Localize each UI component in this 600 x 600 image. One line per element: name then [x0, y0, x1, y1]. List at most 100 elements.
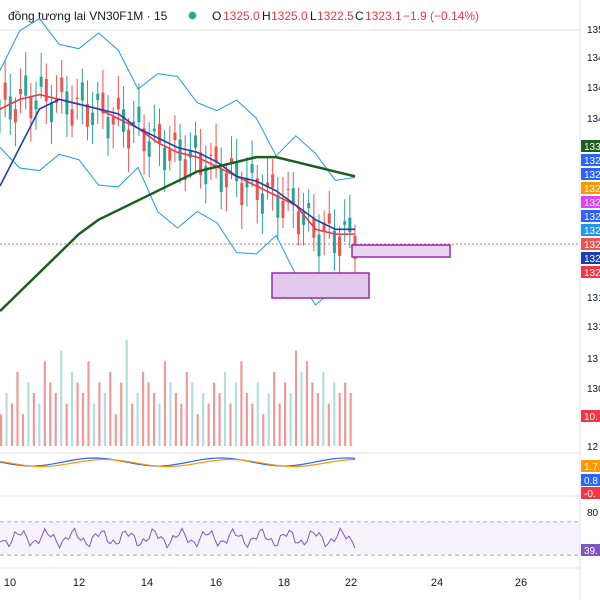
- candle-body: [157, 124, 161, 143]
- candle-body: [348, 217, 352, 233]
- candle-body: [214, 146, 218, 163]
- volume-bar: [142, 371, 145, 446]
- price-tick-label: 13: [587, 354, 599, 365]
- candle-body: [332, 230, 336, 254]
- zone-box-upper[interactable]: [351, 244, 451, 258]
- candle-body: [327, 213, 331, 224]
- volume-bar: [43, 361, 46, 446]
- volume-bar: [234, 382, 238, 446]
- volume-bar: [278, 403, 281, 446]
- time-tick-label: 22: [345, 577, 357, 589]
- moving-average-ma-mid: [0, 98, 355, 231]
- candle-body: [85, 103, 89, 127]
- candle-body: [132, 121, 136, 125]
- candle-body: [199, 152, 203, 176]
- macd-tag: [581, 460, 600, 472]
- candle-body: [142, 128, 146, 152]
- volume-bar: [311, 382, 314, 446]
- volume-bar: [213, 382, 216, 446]
- price-tag-text: 132: [584, 226, 600, 237]
- candle-body: [65, 91, 69, 115]
- candle-body: [111, 116, 115, 125]
- candle-body: [271, 174, 275, 188]
- candle-body: [3, 82, 7, 100]
- volume-bar: [349, 393, 352, 446]
- volume-tag: [581, 410, 600, 422]
- volume-bar: [180, 403, 183, 446]
- price-tag: [581, 168, 600, 180]
- price-tag: [581, 266, 600, 278]
- volume-bar: [245, 393, 248, 446]
- close-value: 1323.1: [365, 9, 402, 23]
- volume-bar: [76, 382, 79, 446]
- volume-bar: [10, 403, 14, 446]
- candle-body: [224, 172, 228, 188]
- volume-bar: [87, 361, 90, 446]
- candle-body: [194, 135, 198, 148]
- zone-box-lower[interactable]: [271, 272, 370, 299]
- price-tag: [581, 154, 600, 166]
- volume-bar: [333, 382, 336, 446]
- candle-body: [101, 92, 105, 114]
- volume-bar: [322, 371, 325, 446]
- macd-indicator: [0, 457, 356, 468]
- candle-body: [13, 109, 17, 123]
- volume-bar: [185, 371, 188, 446]
- candle-body: [44, 79, 48, 102]
- volume-bar: [152, 393, 156, 446]
- volume-bar: [131, 403, 134, 446]
- candle-body: [80, 82, 84, 101]
- candle-body: [281, 200, 285, 219]
- candle-body: [266, 182, 270, 188]
- candle-body: [260, 193, 264, 214]
- volume-bar: [305, 361, 309, 446]
- macd-tag-text: 0.8: [584, 476, 598, 487]
- candle-body: [91, 112, 95, 125]
- price-tag-text: 132: [584, 254, 600, 265]
- candle-body: [338, 236, 342, 256]
- price-tag: [581, 182, 600, 194]
- price-tick-label: 135: [587, 25, 600, 36]
- candle-body: [60, 77, 64, 92]
- price-tag: [581, 238, 600, 250]
- volume-bar: [38, 403, 41, 446]
- volume-bar: [191, 382, 194, 446]
- volume-bar: [21, 414, 25, 446]
- rsi-tag-text: 39.: [584, 546, 598, 557]
- candle-body: [302, 211, 306, 225]
- candle-body: [8, 96, 12, 120]
- time-tick-label: 18: [278, 577, 290, 589]
- volume-bar: [60, 350, 63, 446]
- price-tag: [581, 224, 600, 236]
- moving-averages: [0, 93, 356, 313]
- volume-bar: [294, 350, 298, 446]
- volume-bar: [54, 393, 57, 446]
- volume-bar: [300, 371, 303, 446]
- candle-body: [163, 147, 167, 171]
- price-tag-text: 132: [584, 156, 600, 167]
- volume-bar: [32, 393, 35, 446]
- candle-body: [245, 177, 249, 188]
- volume-bar: [338, 393, 341, 446]
- candle-body: [116, 97, 120, 110]
- candle-body: [296, 211, 300, 235]
- low-value: 1322.5: [317, 9, 354, 23]
- volume-bar: [207, 403, 210, 446]
- volume-bar: [218, 393, 221, 446]
- volume-bar: [103, 393, 106, 446]
- price-tag: [581, 210, 600, 222]
- macd-tag-text: 1.7: [584, 462, 598, 473]
- volume-bar: [65, 403, 68, 446]
- candle-body: [137, 106, 141, 123]
- volume-bar: [223, 371, 227, 446]
- volume-bar: [98, 382, 101, 446]
- close-label: C: [355, 9, 364, 23]
- volume-bar: [229, 403, 232, 446]
- candle-body: [70, 109, 74, 126]
- macd-tag: [581, 487, 600, 499]
- price-tag: [581, 196, 600, 208]
- volume-bar: [196, 414, 199, 446]
- volume-bar: [147, 382, 150, 446]
- symbol-title[interactable]: đồng tương lai VN30F1M · 15: [8, 9, 168, 23]
